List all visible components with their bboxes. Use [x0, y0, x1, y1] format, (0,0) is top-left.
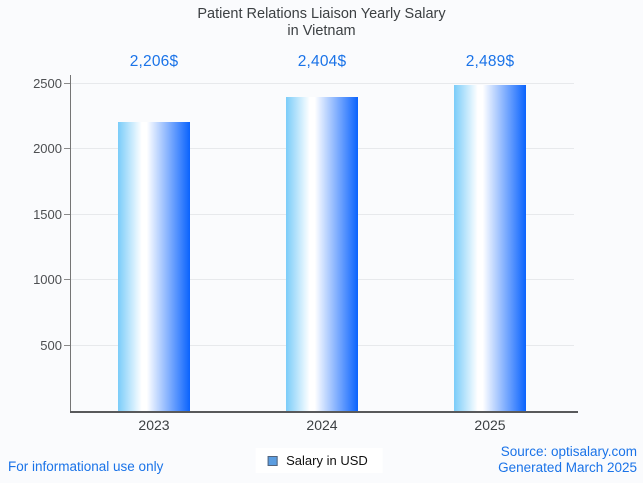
y-tick-mark	[64, 213, 70, 215]
chart-title-line1: Patient Relations Liaison Yearly Salary	[197, 6, 446, 22]
y-axis	[70, 75, 71, 411]
x-category-label: 2024	[306, 417, 338, 433]
bar-2024[interactable]	[286, 96, 358, 411]
legend-item[interactable]: Salary in USD	[255, 448, 383, 473]
x-category-label: 2023	[138, 417, 170, 433]
bar-value-label: 2,489$	[465, 53, 515, 70]
y-tick-mark	[64, 344, 70, 346]
bar-2025[interactable]	[454, 85, 526, 411]
source-block: Source: optisalary.com Generated March 2…	[498, 444, 637, 475]
source-text: Source: optisalary.com	[500, 444, 637, 459]
gridline	[70, 83, 574, 84]
y-tick-label: 1000	[33, 272, 62, 288]
disclaimer-text: For informational use only	[8, 459, 164, 474]
y-tick-mark	[64, 148, 70, 150]
chart-title: Patient Relations Liaison Yearly Salary …	[0, 6, 643, 40]
y-tick-label: 2500	[33, 76, 62, 91]
bar-2023[interactable]	[118, 122, 190, 411]
legend-label: Salary in USD	[286, 453, 368, 468]
x-category-label: 2025	[474, 417, 506, 433]
y-tick-label: 2000	[33, 141, 62, 157]
y-tick-mark	[64, 83, 70, 84]
y-tick-label: 1500	[33, 206, 62, 222]
y-tick-mark	[64, 279, 70, 281]
generated-text: Generated March 2025	[498, 459, 637, 475]
legend-marker-icon	[267, 455, 278, 466]
chart-title-line2: in Vietnam	[287, 23, 356, 39]
y-tick-label: 500	[40, 337, 62, 353]
x-axis	[70, 411, 578, 413]
bar-value-label: 2,404$	[297, 53, 347, 70]
bar-value-label: 2,206$	[129, 53, 179, 70]
plot-area	[70, 75, 574, 411]
